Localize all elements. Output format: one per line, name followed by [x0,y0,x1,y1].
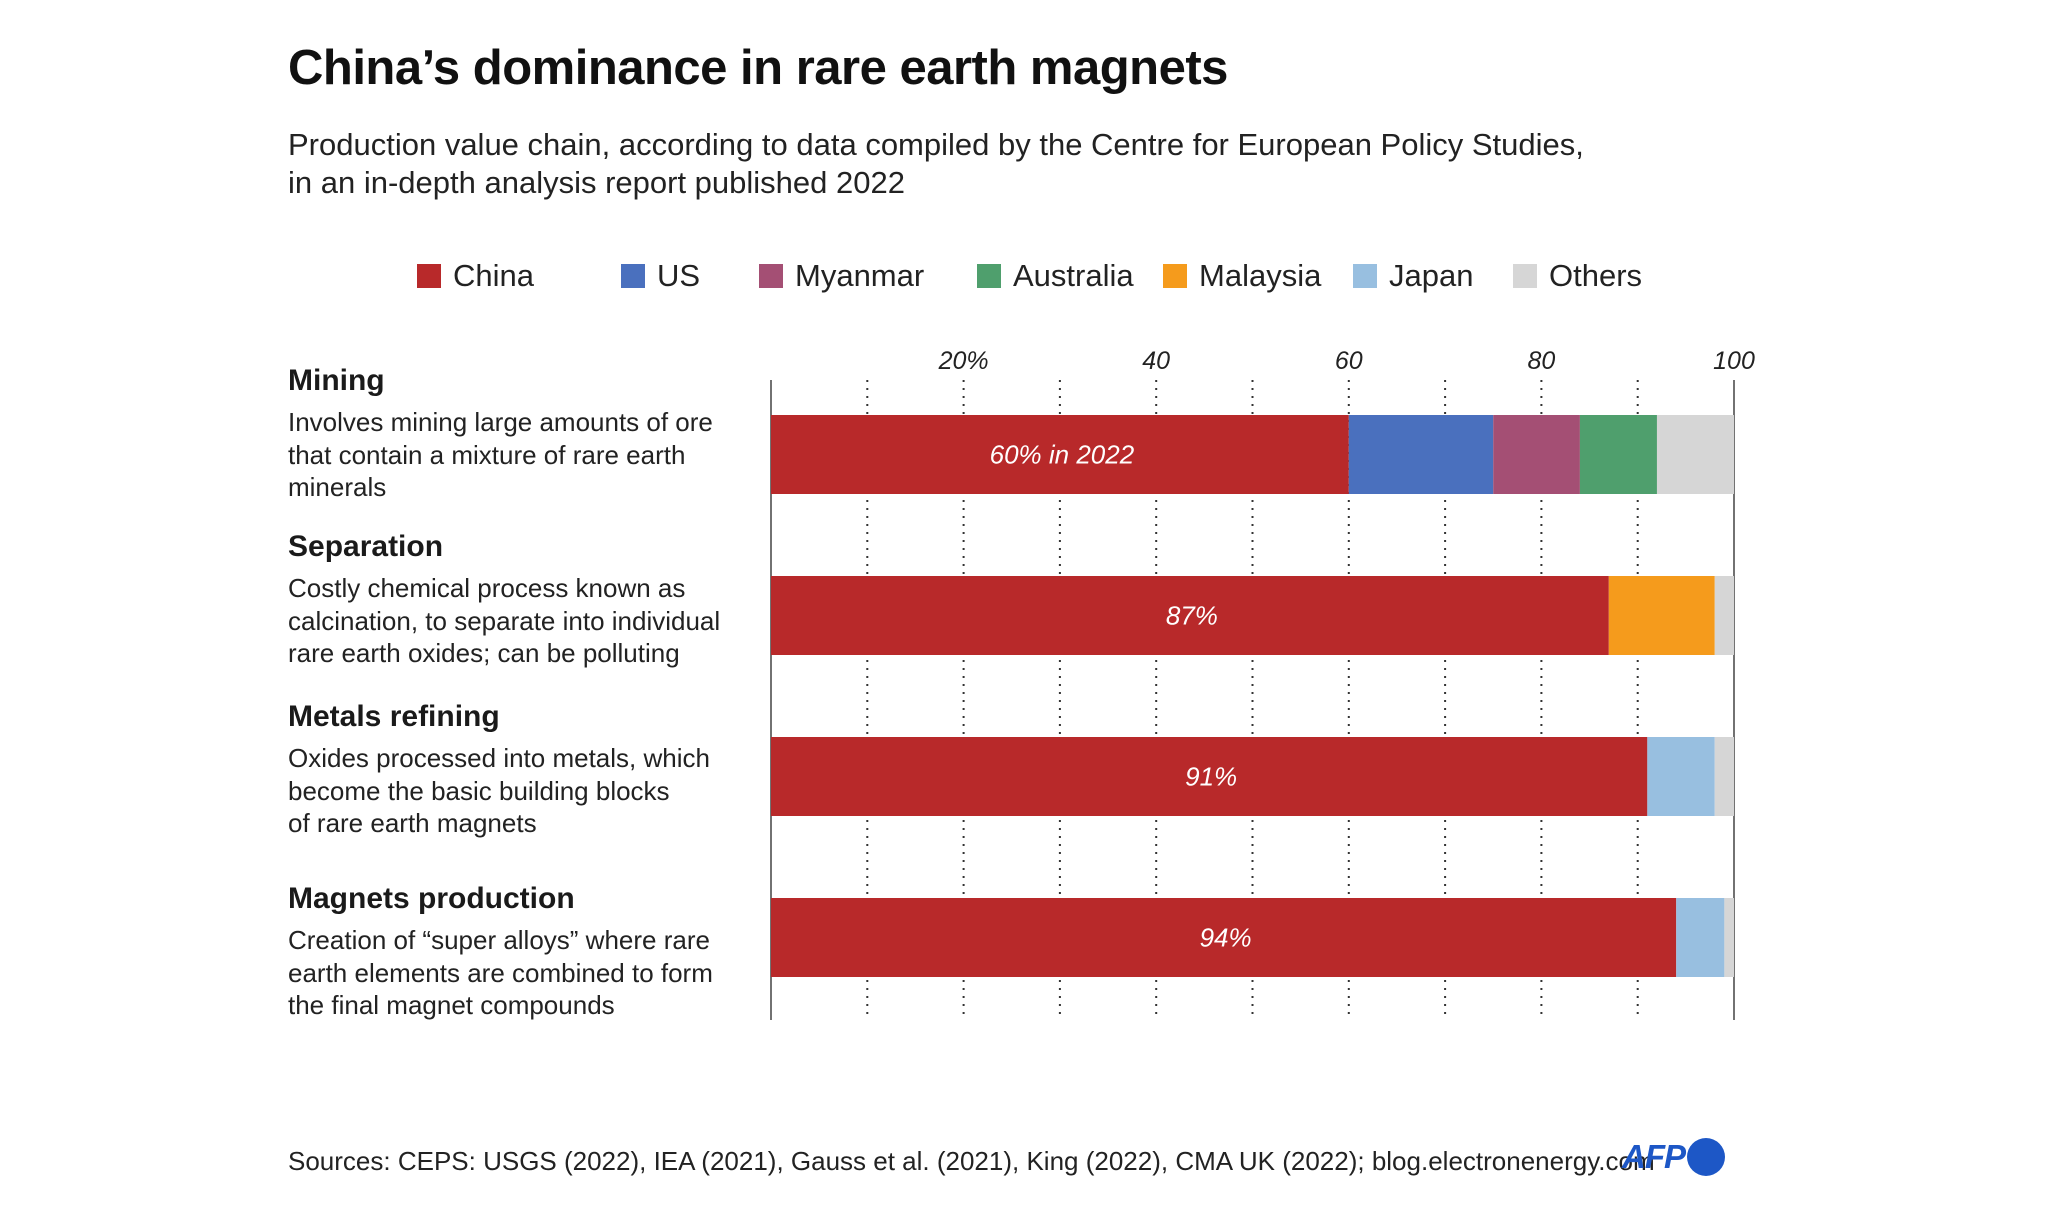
legend-label-australia: Australia [1013,258,1134,293]
row-desc-line: that contain a mixture of rare earth [288,439,686,470]
sources-note: Sources: CEPS: USGS (2022), IEA (2021), … [288,1146,1655,1176]
row-desc-line: of rare earth magnets [288,808,537,838]
bar-segment-us [1348,415,1494,494]
row-title-mining: Mining [288,364,385,397]
bar-segment-china [771,576,1609,655]
bar-segment-australia [1579,415,1657,494]
row-desc-line: Involves mining large amounts of ore [288,407,713,437]
legend-label-japan: Japan [1389,258,1474,293]
afp-logo: AFP [1622,1138,1725,1176]
afp-logo-dot [1687,1138,1725,1176]
bar-data-label: 91% [1185,762,1237,792]
legend-swatch-japan [1353,264,1377,288]
legend-swatch-malaysia [1163,264,1187,288]
row-desc-line: Oxides processed into metals, which [288,743,710,773]
x-tick-label: 80 [1527,347,1555,375]
bar-segment-malaysia [1608,576,1715,655]
chart-subtitle: Production value chain, according to dat… [288,126,1788,202]
row-desc-separation: Costly chemical process known as calcina… [288,572,758,670]
legend-label-malaysia: Malaysia [1199,258,1322,293]
bar-data-label: 94% [1200,923,1252,953]
bar-data-label: 60% in 2022 [990,440,1135,470]
x-tick-label: 100 [1713,347,1755,375]
row-title-magnets-production: Magnets production [288,882,575,915]
subtitle-line-1: Production value chain, according to dat… [288,127,1584,162]
bar-segment-japan [1647,737,1715,816]
legend-item-australia: Australia [977,256,1134,296]
row-desc-line: rare earth oxides; can be polluting [288,638,680,668]
row-text-separation: Separation Costly chemical process known… [288,528,758,670]
row-text-mining: Mining Involves mining large amounts of … [288,362,758,504]
row-desc-line: the final magnet compounds [288,990,615,1020]
legend-label-china: China [453,258,534,293]
bar-segment-china [771,737,1648,816]
row-desc-line: earth elements are combined to form [288,957,713,988]
x-tick-label: 40 [1142,347,1170,375]
chart-title: China’s dominance in rare earth magnets [288,41,1228,95]
row-title-separation: Separation [288,530,444,563]
legend-swatch-china [417,264,441,288]
row-text-metals-refining: Metals refining Oxides processed into me… [288,698,758,840]
legend-item-myanmar: Myanmar [759,256,924,296]
row-desc-mining: Involves mining large amounts of ore tha… [288,406,758,504]
legend-item-others: Others [1513,256,1642,296]
legend-swatch-others [1513,264,1537,288]
legend-swatch-myanmar [759,264,783,288]
legend-item-malaysia: Malaysia [1163,256,1321,296]
legend-swatch-us [621,264,645,288]
bar-segment-others [1724,898,1734,977]
row-desc-line: minerals [288,472,387,502]
bar-segment-others [1714,576,1734,655]
row-desc-line: become the basic building blocks [288,775,670,806]
row-desc-line: calcination, to separate into individual [288,605,721,636]
x-tick-label: 60 [1335,347,1363,375]
legend-label-myanmar: Myanmar [795,258,925,293]
subtitle-line-2: in an in-depth analysis report published… [288,165,905,200]
legend-item-china: China [417,256,534,296]
row-desc-magnets-production: Creation of “super alloys” where rare ea… [288,924,758,1022]
bar-segment-others [1714,737,1734,816]
bar-segment-china [771,898,1677,977]
bar-segment-myanmar [1493,415,1580,494]
legend-item-japan: Japan [1353,256,1473,296]
row-desc-line: Creation of “super alloys” where rare [288,925,710,955]
afp-logo-text: AFP [1622,1138,1686,1175]
row-title-metals-refining: Metals refining [288,700,500,733]
bar-segment-china [771,415,1349,494]
legend-item-us: US [621,256,700,296]
bar-segment-others [1656,415,1734,494]
bar-segment-japan [1676,898,1725,977]
legend-label-others: Others [1549,258,1643,293]
legend-swatch-australia [977,264,1001,288]
row-desc-line: Costly chemical process known as [288,573,686,603]
row-text-magnets-production: Magnets production Creation of “super al… [288,880,758,1022]
bar-data-label: 87% [1166,601,1218,631]
row-desc-metals-refining: Oxides processed into metals, which beco… [288,742,758,840]
legend-label-us: US [657,258,701,293]
x-tick-label: 20% [938,347,989,375]
